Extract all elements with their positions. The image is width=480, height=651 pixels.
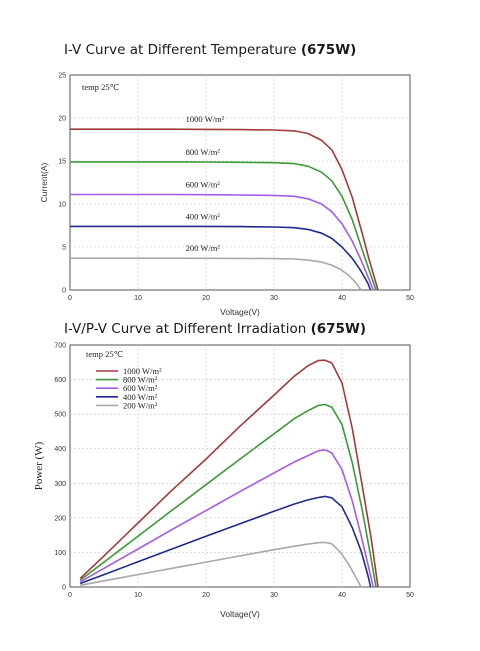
chart-1-plot-frame <box>69 74 411 291</box>
chart-2-title-suffix: (675W) <box>310 321 367 337</box>
chart-2-legend-label: 600 W/m² <box>123 383 158 393</box>
chart-1-x-tick-label: 30 <box>270 295 278 302</box>
chart-1-title-text: I-V Curve at Different Temperature <box>64 42 297 58</box>
chart-2-title-text: I-V/P-V Curve at Different Irradiation <box>64 321 307 337</box>
chart-2-x-tick-label: 10 <box>134 592 142 599</box>
chart-2-legend-label: 200 W/m² <box>123 400 158 410</box>
chart-2-x-tick-label: 0 <box>68 592 72 599</box>
chart-1-x-tick-label: 50 <box>406 295 414 302</box>
chart-2-series-line <box>79 359 379 588</box>
chart-2-x-tick-label: 40 <box>338 592 346 599</box>
chart-2-y-tick-label: 500 <box>54 412 66 419</box>
chart-2-y-tick-label: 100 <box>54 550 66 557</box>
chart-2-y-tick-label: 600 <box>54 377 66 384</box>
chart-1-series-label: 600 W/m² <box>186 180 221 190</box>
chart-2-title: I-V/P-V Curve at Different Irradiation (… <box>64 321 366 337</box>
chart-2-x-tick-label: 30 <box>270 592 278 599</box>
chart-2-legend-label: 400 W/m² <box>123 392 158 402</box>
chart-2-y-tick-label: 0 <box>62 585 66 592</box>
chart-1-series-line <box>70 257 362 291</box>
chart-1-y-tick-label: 5 <box>62 245 66 252</box>
chart-2-y-tick-label: 700 <box>54 343 66 350</box>
chart-1-y-tick-label: 0 <box>62 288 66 295</box>
chart-2-x-tick-label: 20 <box>202 592 210 599</box>
chart-2-y-axis-label: Power (W) <box>33 441 45 490</box>
chart-1-y-tick-label: 20 <box>58 116 66 123</box>
chart-1-x-tick-label: 40 <box>338 295 346 302</box>
chart-1-title-suffix: (675W) <box>300 42 357 58</box>
chart-2-legend-label: 1000 W/m² <box>123 366 162 376</box>
chart-1-title: I-V Curve at Different Temperature (675W… <box>64 42 356 58</box>
chart-2-y-tick-label: 200 <box>54 515 66 522</box>
chart-2-series-line <box>79 403 377 588</box>
chart-2: 0 10 20 30 40 500100200300400500600700Voltage… <box>33 343 414 620</box>
chart-2-y-tick-label: 300 <box>54 481 66 488</box>
chart-1-x-tick-label: 0 <box>68 295 72 302</box>
chart-1-series-line <box>70 161 377 291</box>
chart-1-series-line <box>70 225 372 291</box>
chart-2-x-axis-label: Voltage(V) <box>220 609 260 619</box>
chart-1-x-tick-label: 10 <box>134 295 142 302</box>
chart-1-series-label: 1000 W/m² <box>186 114 225 124</box>
chart-2-x-tick-label: 50 <box>406 592 414 599</box>
chart-1-y-tick-label: 25 <box>58 73 66 80</box>
chart-2-series-line <box>80 541 362 588</box>
chart-1-series-label: 200 W/m² <box>186 243 221 253</box>
chart-2-legend-label: 800 W/m² <box>123 375 158 385</box>
chart-1-series-label: 800 W/m² <box>186 147 221 157</box>
chart-2-y-tick-label: 400 <box>54 446 66 453</box>
chart-1-x-tick-label: 20 <box>202 295 210 302</box>
chart-1-series-line <box>70 193 375 291</box>
chart-1-y-tick-label: 10 <box>58 202 66 209</box>
chart-1-temp-annotation: temp 25℃ <box>82 82 120 92</box>
chart-1-series-label: 400 W/m² <box>186 211 221 221</box>
chart-1-y-axis-label: Current(A) <box>39 163 49 203</box>
chart-2-series-line <box>79 495 372 588</box>
chart-1-x-axis-label: Voltage(V) <box>220 307 260 317</box>
chart-1-y-tick-label: 15 <box>58 159 66 166</box>
chart-2-temp-annotation: temp 25℃ <box>86 349 124 359</box>
chart-2-series-line <box>79 448 375 588</box>
chart-1: 0 10 20 30 40 50 0 5 10 15 20 25 Voltage(V) Current(A… <box>39 73 414 318</box>
chart-1-series-line <box>70 128 379 291</box>
